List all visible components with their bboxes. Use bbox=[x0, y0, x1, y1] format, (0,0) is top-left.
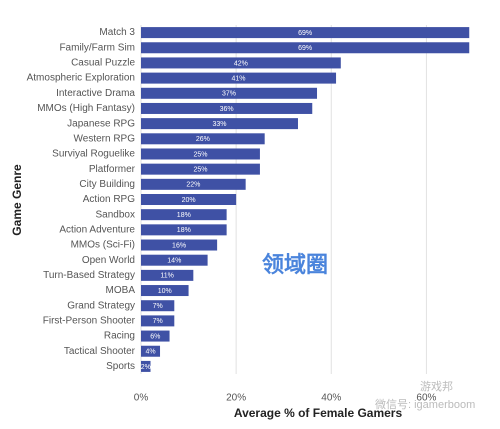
value-label: 10% bbox=[158, 288, 172, 295]
watermark: 微信号: igamerboom bbox=[375, 397, 475, 411]
value-label: 26% bbox=[196, 136, 210, 143]
value-label: 69% bbox=[298, 45, 312, 52]
value-label: 25% bbox=[193, 166, 207, 173]
value-label: 41% bbox=[232, 75, 246, 82]
bar bbox=[141, 239, 218, 251]
bar bbox=[141, 224, 227, 236]
value-label: 42% bbox=[234, 60, 248, 67]
value-label: 4% bbox=[145, 349, 155, 356]
y-tick-label: Family/Farm Sim bbox=[59, 42, 135, 53]
value-label: 33% bbox=[212, 121, 226, 128]
bar bbox=[141, 87, 318, 99]
y-tick-label: City Building bbox=[79, 179, 135, 190]
bar bbox=[141, 300, 175, 312]
y-tick-label: Sports bbox=[106, 361, 135, 372]
bar bbox=[141, 178, 246, 190]
value-label: 20% bbox=[182, 197, 196, 204]
bar bbox=[141, 148, 260, 160]
bar bbox=[141, 42, 470, 54]
y-tick-label: Open World bbox=[82, 255, 135, 266]
value-label: 25% bbox=[193, 151, 207, 158]
bar bbox=[141, 27, 470, 39]
y-tick-label: Western RPG bbox=[74, 133, 136, 144]
y-axis-title: Game Genre bbox=[10, 164, 24, 236]
value-label: 7% bbox=[153, 318, 163, 325]
bar bbox=[141, 209, 227, 221]
value-label: 2% bbox=[141, 364, 151, 371]
y-tick-label: Turn-Based Strategy bbox=[43, 270, 135, 281]
bar bbox=[141, 315, 175, 327]
y-tick-label: Grand Strategy bbox=[67, 300, 135, 311]
value-label: 11% bbox=[160, 273, 174, 280]
y-tick-label: Action RPG bbox=[83, 194, 135, 205]
bar bbox=[141, 345, 161, 357]
y-tick-label: MOBA bbox=[106, 285, 136, 296]
bar bbox=[141, 102, 313, 114]
y-tick-label: Tactical Shooter bbox=[64, 346, 136, 357]
bar bbox=[141, 285, 189, 297]
value-label: 69% bbox=[298, 30, 312, 37]
x-tick-label: 60% bbox=[416, 393, 436, 404]
bar bbox=[141, 269, 194, 281]
value-label: 7% bbox=[153, 303, 163, 310]
bar bbox=[141, 72, 337, 84]
watermark: 领域圈 bbox=[262, 252, 328, 277]
bar bbox=[141, 194, 237, 205]
value-label: 37% bbox=[222, 91, 236, 98]
x-tick-label: 40% bbox=[321, 393, 341, 404]
y-tick-label: Surviyal Roguelike bbox=[52, 149, 135, 160]
value-label: 36% bbox=[220, 106, 234, 113]
y-tick-label: Racing bbox=[104, 331, 135, 342]
y-tick-label: Japanese RPG bbox=[67, 118, 135, 129]
y-tick-label: Action Adventure bbox=[59, 224, 135, 235]
value-label: 18% bbox=[177, 212, 191, 219]
x-axis-title: Average % of Female Gamers bbox=[234, 406, 403, 420]
bar bbox=[141, 57, 341, 69]
bar bbox=[141, 118, 298, 130]
y-tick-label: MMOs (Sci-Fi) bbox=[71, 240, 135, 251]
watermark: 游戏邦 bbox=[420, 380, 453, 393]
value-label: 16% bbox=[172, 242, 186, 249]
y-tick-label: Sandbox bbox=[96, 209, 135, 220]
y-tick-label: Platformer bbox=[89, 164, 136, 175]
bar bbox=[141, 254, 208, 266]
y-tick-label: MMOs (High Fantasy) bbox=[37, 103, 135, 114]
value-label: 6% bbox=[150, 333, 160, 340]
bar bbox=[141, 360, 151, 372]
y-tick-label: First-Person Shooter bbox=[43, 316, 136, 327]
bar bbox=[141, 330, 170, 342]
value-label: 22% bbox=[186, 182, 200, 189]
bar bbox=[141, 133, 265, 145]
y-tick-label: Casual Puzzle bbox=[71, 58, 135, 69]
y-tick-label: Match 3 bbox=[99, 27, 135, 38]
x-tick-label: 0% bbox=[134, 393, 149, 404]
x-tick-label: 20% bbox=[226, 393, 246, 404]
value-label: 18% bbox=[177, 227, 191, 234]
value-label: 14% bbox=[167, 258, 181, 265]
y-tick-label: Interactive Drama bbox=[56, 88, 135, 99]
y-tick-label: Atmospheric Exploration bbox=[27, 73, 135, 84]
bar bbox=[141, 163, 260, 175]
